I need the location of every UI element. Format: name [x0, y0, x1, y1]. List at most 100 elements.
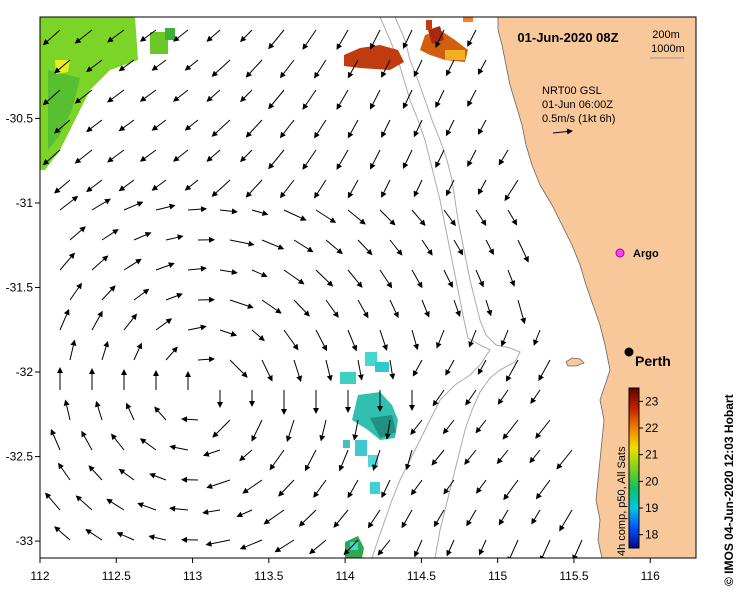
colorbar: 23 22 21 20 19 18 4h comp, p50, All Sats	[616, 387, 659, 556]
current-arrow	[236, 509, 253, 518]
current-arrow	[206, 149, 221, 162]
current-legend-arrow	[552, 128, 573, 135]
current-arrow	[475, 419, 487, 434]
current-arrow	[151, 179, 167, 191]
current-arrow	[263, 509, 285, 525]
current-arrow	[531, 509, 541, 525]
current-arrow	[412, 359, 423, 377]
current-arrow	[352, 419, 359, 441]
current-arrow	[54, 59, 71, 74]
current-arrow	[197, 356, 215, 363]
current-arrow	[69, 282, 82, 301]
current-arrow	[503, 479, 519, 501]
current-arrow	[269, 449, 285, 471]
current-arrow	[54, 526, 71, 541]
current-arrow	[572, 539, 583, 558]
current-arrow	[389, 239, 403, 256]
current-arrow	[446, 59, 455, 77]
current-arrow	[496, 449, 509, 465]
current-arrow	[107, 149, 125, 163]
current-arrow	[367, 509, 381, 529]
current-arrow	[411, 329, 419, 351]
current-arrow	[151, 59, 167, 71]
current-arrow	[125, 402, 135, 421]
current-arrow	[42, 149, 61, 166]
perth-label: Perth	[635, 353, 671, 369]
current-arrow	[42, 29, 61, 46]
current-arrow	[389, 359, 396, 380]
argo-label: Argo	[633, 248, 659, 260]
current-arrow	[205, 539, 231, 547]
current-arrow	[219, 269, 238, 275]
current-arrow	[357, 359, 364, 381]
lat-tick-label: -32.5	[6, 450, 34, 464]
current-arrow	[42, 89, 61, 106]
current-arrow	[379, 269, 393, 289]
current-arrow	[251, 209, 269, 216]
current-arrow	[169, 444, 189, 451]
current-arrow	[279, 119, 295, 139]
current-arrow	[69, 339, 77, 361]
current-arrow	[229, 359, 248, 378]
current-arrow	[379, 209, 396, 226]
current-arrow	[325, 359, 333, 382]
current-arrow	[381, 179, 391, 198]
lon-tick-label: 115.5	[559, 569, 588, 583]
lon-tick-label: 112	[30, 569, 49, 583]
argo-float-marker[interactable]	[615, 248, 625, 258]
current-arrow	[402, 29, 413, 50]
current-arrow	[413, 59, 423, 78]
current-arrow	[338, 449, 349, 472]
current-arrow	[446, 179, 455, 197]
current-arrow	[347, 269, 363, 288]
current-arrow	[467, 29, 477, 47]
current-arrow	[435, 89, 445, 109]
lon-tick-label: 116	[641, 569, 660, 583]
current-arrow	[279, 59, 295, 79]
current-arrow	[381, 479, 391, 499]
current-arrow	[379, 329, 388, 351]
current-arrow	[505, 359, 519, 382]
current-arrow	[442, 419, 455, 435]
current-arrow	[453, 239, 464, 256]
current-arrow	[347, 479, 359, 499]
colorbar-tick-label: 18	[645, 528, 659, 542]
current-arrow	[357, 299, 369, 319]
current-arrow	[302, 89, 317, 110]
current-arrow	[75, 495, 93, 511]
current-arrow	[206, 29, 221, 42]
current-arrow	[139, 29, 157, 42]
current-arrow	[411, 269, 423, 289]
current-arrow	[184, 119, 199, 131]
colorbar-scale	[628, 387, 640, 549]
current-arrow	[285, 419, 295, 442]
current-arrow	[245, 179, 263, 198]
contour-1000m	[371, 17, 491, 558]
current-arrow	[59, 195, 79, 211]
current-arrow	[107, 89, 125, 103]
perth-marker[interactable]	[624, 347, 634, 357]
current-arrow	[435, 149, 445, 169]
current-arrow	[118, 59, 135, 72]
current-arrow	[165, 234, 184, 241]
current-arrow	[535, 479, 551, 500]
current-arrow	[245, 119, 263, 138]
current-arrow	[293, 359, 303, 382]
current-arrow	[405, 449, 413, 471]
current-arrow	[81, 430, 93, 451]
current-arrow	[261, 239, 285, 250]
current-arrow	[251, 419, 263, 442]
current-arrow	[101, 285, 116, 301]
imos-credit: © IMOS 04-Jun-2020 12:03 Hobart	[722, 394, 736, 586]
current-arrow	[59, 308, 70, 331]
lat-tick-label: -31.5	[6, 281, 34, 295]
current-arrow	[315, 269, 334, 287]
current-arrow	[314, 179, 327, 199]
current-arrow	[137, 502, 157, 511]
current-arrow	[446, 539, 455, 557]
current-arrow	[443, 479, 455, 495]
current-arrow	[240, 149, 253, 163]
current-arrow	[336, 149, 349, 170]
current-arrow	[384, 419, 391, 440]
current-arrow	[431, 449, 445, 466]
